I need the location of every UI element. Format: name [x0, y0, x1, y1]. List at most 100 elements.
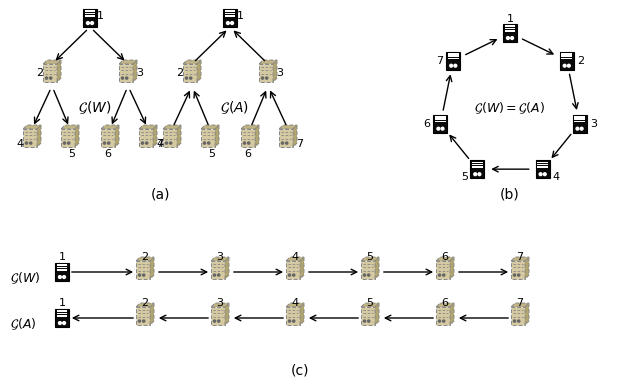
- Polygon shape: [241, 125, 259, 129]
- Text: (a): (a): [150, 188, 170, 202]
- Polygon shape: [361, 307, 375, 325]
- Polygon shape: [511, 307, 525, 325]
- Circle shape: [543, 173, 546, 176]
- Polygon shape: [525, 303, 529, 325]
- Text: 2: 2: [36, 68, 44, 78]
- Text: 1: 1: [506, 14, 513, 24]
- Circle shape: [292, 274, 295, 276]
- Text: 4: 4: [291, 252, 299, 262]
- FancyBboxPatch shape: [560, 52, 573, 70]
- Circle shape: [443, 320, 445, 322]
- Circle shape: [364, 274, 365, 276]
- Polygon shape: [183, 60, 201, 64]
- Bar: [57, 269, 67, 271]
- Circle shape: [248, 142, 250, 144]
- Bar: [472, 161, 483, 163]
- Polygon shape: [375, 257, 379, 279]
- Circle shape: [207, 142, 210, 144]
- Circle shape: [474, 173, 477, 176]
- Bar: [57, 264, 67, 266]
- Circle shape: [108, 142, 110, 144]
- Polygon shape: [511, 261, 525, 279]
- Text: 5: 5: [68, 149, 76, 159]
- Circle shape: [292, 320, 295, 322]
- Polygon shape: [255, 125, 259, 147]
- Circle shape: [165, 142, 168, 144]
- Circle shape: [243, 142, 246, 144]
- Circle shape: [450, 64, 452, 67]
- Polygon shape: [225, 257, 229, 279]
- Circle shape: [29, 142, 32, 144]
- Circle shape: [438, 320, 440, 322]
- FancyBboxPatch shape: [83, 9, 97, 27]
- Text: 5: 5: [367, 252, 374, 262]
- Polygon shape: [511, 303, 529, 307]
- Bar: [574, 116, 585, 118]
- Bar: [574, 121, 585, 122]
- Polygon shape: [139, 129, 153, 147]
- Circle shape: [506, 37, 509, 39]
- FancyBboxPatch shape: [470, 160, 484, 178]
- Polygon shape: [215, 125, 219, 147]
- Polygon shape: [241, 129, 255, 147]
- Circle shape: [186, 77, 188, 79]
- Polygon shape: [201, 125, 219, 129]
- Bar: [225, 11, 236, 12]
- Text: 3: 3: [590, 118, 597, 129]
- FancyBboxPatch shape: [55, 263, 69, 281]
- Circle shape: [230, 22, 234, 25]
- Polygon shape: [300, 303, 304, 325]
- Circle shape: [227, 22, 229, 25]
- Text: $\mathcal{G}(W)$: $\mathcal{G}(W)$: [10, 270, 40, 286]
- Text: 4: 4: [552, 172, 559, 182]
- Circle shape: [576, 127, 579, 130]
- Circle shape: [91, 22, 93, 25]
- Circle shape: [143, 320, 145, 322]
- Text: 1: 1: [97, 11, 104, 21]
- Text: 6: 6: [423, 118, 430, 129]
- Polygon shape: [225, 303, 229, 325]
- Polygon shape: [259, 60, 277, 64]
- Text: 7: 7: [156, 139, 164, 149]
- FancyBboxPatch shape: [536, 160, 550, 178]
- Polygon shape: [286, 307, 300, 325]
- Circle shape: [138, 320, 141, 322]
- Text: 1: 1: [58, 298, 65, 308]
- Text: 2: 2: [141, 252, 148, 262]
- FancyBboxPatch shape: [223, 9, 237, 27]
- Circle shape: [143, 274, 145, 276]
- Bar: [84, 11, 95, 12]
- Bar: [574, 118, 585, 120]
- Bar: [448, 58, 458, 59]
- Polygon shape: [436, 261, 450, 279]
- Polygon shape: [201, 129, 215, 147]
- Text: $\mathcal{G}(W)$: $\mathcal{G}(W)$: [78, 99, 112, 116]
- Polygon shape: [23, 125, 41, 129]
- Text: 4: 4: [17, 139, 24, 149]
- Polygon shape: [57, 60, 61, 82]
- Bar: [448, 56, 458, 57]
- Circle shape: [563, 64, 566, 67]
- Polygon shape: [115, 125, 119, 147]
- Bar: [505, 25, 515, 27]
- Polygon shape: [163, 129, 177, 147]
- Text: 7: 7: [516, 298, 524, 308]
- Text: 3: 3: [136, 68, 143, 78]
- Polygon shape: [211, 257, 229, 261]
- Circle shape: [518, 274, 520, 276]
- Circle shape: [518, 320, 520, 322]
- Circle shape: [261, 77, 264, 79]
- Circle shape: [441, 127, 444, 130]
- Text: 2: 2: [177, 68, 184, 78]
- Circle shape: [478, 173, 481, 176]
- Circle shape: [367, 274, 370, 276]
- Circle shape: [438, 274, 440, 276]
- Text: 1: 1: [237, 11, 243, 21]
- Circle shape: [170, 142, 172, 144]
- Bar: [472, 166, 483, 168]
- Text: 5: 5: [367, 298, 374, 308]
- Polygon shape: [286, 257, 304, 261]
- Polygon shape: [436, 257, 454, 261]
- Polygon shape: [61, 125, 79, 129]
- Polygon shape: [150, 303, 154, 325]
